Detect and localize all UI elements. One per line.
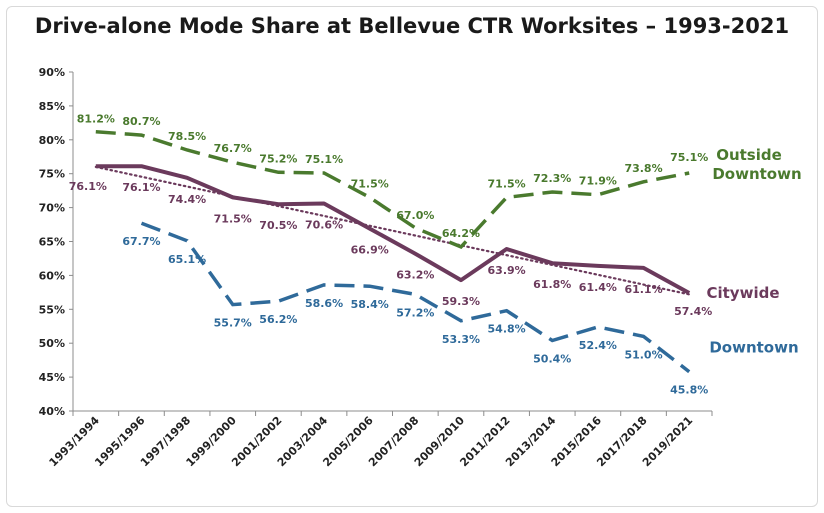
y-tick-label: 75% — [39, 168, 65, 181]
y-tick-label: 65% — [39, 236, 65, 249]
data-label-citywide: 70.5% — [259, 219, 297, 232]
data-label-outside-downtown: 73.8% — [624, 162, 662, 175]
data-label-outside-downtown: 81.2% — [77, 113, 115, 126]
data-label-citywide: 57.4% — [674, 305, 712, 318]
data-label-citywide: 61.4% — [579, 281, 617, 294]
data-label-citywide: 63.2% — [396, 269, 434, 282]
y-tick-label: 80% — [39, 134, 65, 147]
series-name-outside-downtown-line-2: Downtown — [712, 165, 801, 183]
data-label-downtown: 51.0% — [624, 348, 662, 361]
y-tick-label: 90% — [39, 66, 65, 79]
data-label-outside-downtown: 80.7% — [122, 115, 160, 128]
y-tick-label: 55% — [39, 303, 65, 316]
data-label-downtown: 53.3% — [442, 333, 480, 346]
citywide-trendline — [94, 165, 691, 296]
data-label-downtown: 52.4% — [579, 339, 617, 352]
data-label-downtown: 58.6% — [305, 297, 343, 310]
data-label-citywide: 63.9% — [488, 264, 526, 277]
data-label-citywide: 59.3% — [442, 295, 480, 308]
data-label-outside-downtown: 78.5% — [168, 130, 206, 143]
data-label-downtown: 50.4% — [533, 352, 571, 365]
data-labels: 81.2% 80.7% 78.5% 76.7% 75.2% 75.1% 71.5% 67.0%… — [69, 113, 802, 397]
data-label-outside-downtown: 71.9% — [579, 175, 617, 188]
data-label-outside-downtown: 75.1% — [670, 151, 708, 164]
data-label-citywide: 76.1% — [69, 180, 107, 193]
data-label-outside-downtown: 67.0% — [396, 209, 434, 222]
data-label-downtown: 45.8% — [670, 384, 708, 397]
data-label-downtown: 55.7% — [214, 317, 252, 330]
y-tick-label: 45% — [39, 371, 65, 384]
data-label-citywide: 71.5% — [214, 212, 252, 225]
series-line-citywide — [95, 164, 691, 295]
data-label-citywide: 70.6% — [305, 219, 343, 232]
y-tick-label: 50% — [39, 337, 65, 350]
series-line-downtown — [140, 221, 691, 374]
data-label-outside-downtown: 75.2% — [259, 152, 297, 165]
y-tick-label: 60% — [39, 269, 65, 282]
data-label-downtown: 67.7% — [122, 235, 160, 248]
data-label-outside-downtown: 64.2% — [442, 227, 480, 240]
y-tick-label: 40% — [39, 405, 65, 418]
data-label-outside-downtown: 71.5% — [488, 177, 526, 190]
data-label-citywide: 76.1% — [122, 181, 160, 194]
y-tick-label: 70% — [39, 202, 65, 215]
data-label-citywide: 66.9% — [351, 244, 389, 257]
series-name-downtown: Downtown — [709, 339, 798, 357]
chart-frame — [6, 6, 818, 507]
chart-title: Drive-alone Mode Share at Bellevue CTR W… — [34, 14, 790, 38]
data-label-downtown: 54.8% — [488, 323, 526, 336]
data-label-outside-downtown: 76.7% — [214, 142, 252, 155]
data-label-outside-downtown: 75.1% — [305, 153, 343, 166]
series-name-outside-downtown-line-1: Outside — [716, 146, 782, 164]
data-label-citywide: 74.4% — [168, 193, 206, 206]
data-label-downtown: 56.2% — [259, 313, 297, 326]
series-lines — [94, 129, 691, 374]
data-label-downtown: 57.2% — [396, 306, 434, 319]
data-label-citywide: 61.1% — [624, 283, 662, 296]
data-label-outside-downtown: 71.5% — [351, 177, 389, 190]
series-line-outside-downtown — [95, 129, 690, 249]
data-label-downtown: 65.1% — [168, 253, 206, 266]
data-label-downtown: 58.4% — [351, 298, 389, 311]
data-label-citywide: 61.8% — [533, 278, 571, 291]
y-tick-label: 85% — [39, 100, 65, 113]
data-label-outside-downtown: 72.3% — [533, 172, 571, 185]
series-name-citywide: Citywide — [706, 284, 779, 302]
